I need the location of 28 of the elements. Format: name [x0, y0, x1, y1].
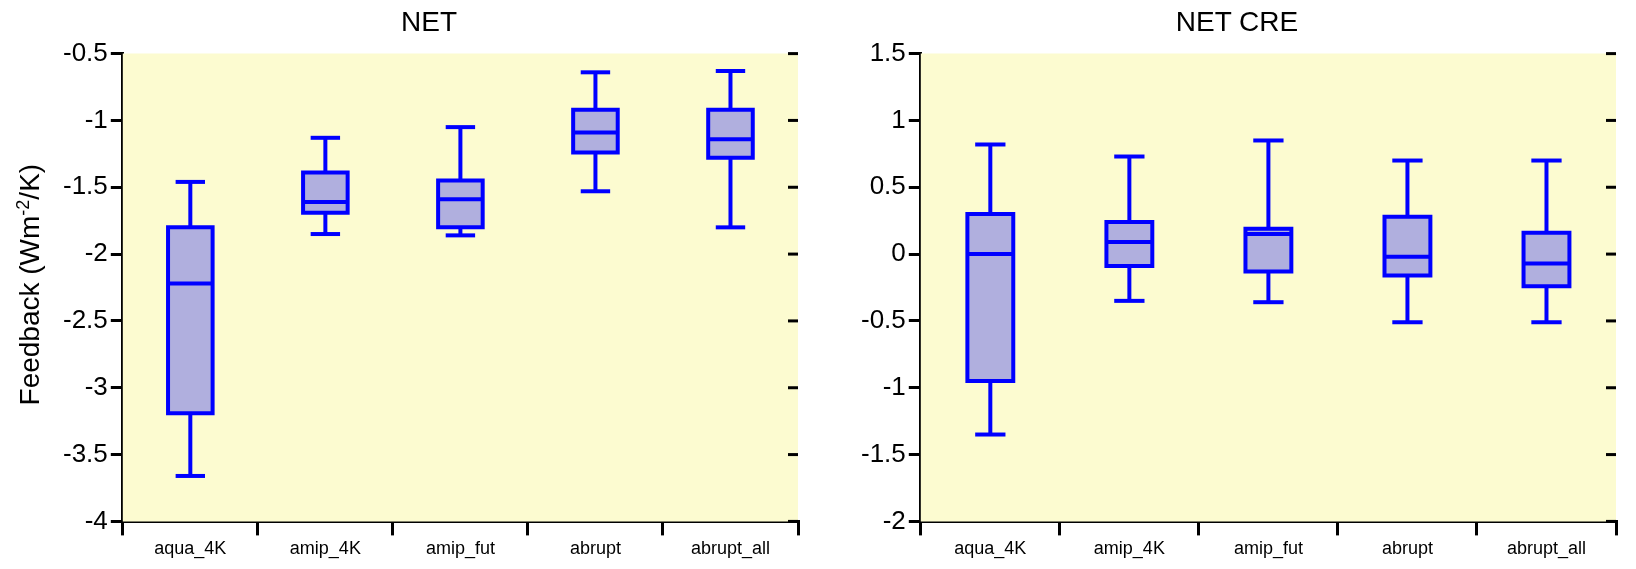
- y-tick-label: -1.5: [860, 437, 906, 468]
- y-tick-label: -1: [84, 103, 108, 134]
- x-tick-label: abrupt_all: [1506, 538, 1587, 560]
- y-tick-label: -3.5: [62, 437, 108, 468]
- chart-title: NET: [401, 5, 457, 37]
- y-tick-label: -1: [882, 370, 906, 401]
- y-tick-label: 0.5: [869, 170, 906, 201]
- x-tick-label: amip_4K: [289, 538, 361, 560]
- x-tick-label: amip_fut: [425, 538, 495, 560]
- x-tick-label: abrupt: [1381, 538, 1433, 559]
- y-tick-label: -4: [84, 504, 108, 535]
- y-tick-label: -0.5: [62, 36, 108, 67]
- y-tick-label: -0.5: [860, 304, 906, 335]
- y-tick-label: -3: [84, 370, 108, 401]
- y-tick-label: -1.5: [62, 170, 108, 201]
- y-tick-label: 1.5: [869, 36, 906, 67]
- y-tick-label: -2: [882, 504, 906, 535]
- chart-title: NET CRE: [1175, 5, 1299, 37]
- x-tick-label: aqua_4K: [954, 538, 1027, 560]
- x-tick-label: abrupt_all: [690, 538, 771, 560]
- x-tick-label: aqua_4K: [154, 538, 227, 560]
- x-tick-label: amip_4K: [1093, 538, 1165, 560]
- x-tick-label: abrupt: [569, 538, 621, 559]
- y-tick-label: 1: [891, 103, 906, 134]
- x-tick-label: amip_fut: [1233, 538, 1303, 560]
- y-tick-label: -2: [84, 237, 108, 268]
- y-tick-label: -2.5: [62, 304, 108, 335]
- y-tick-label: 0: [891, 237, 906, 268]
